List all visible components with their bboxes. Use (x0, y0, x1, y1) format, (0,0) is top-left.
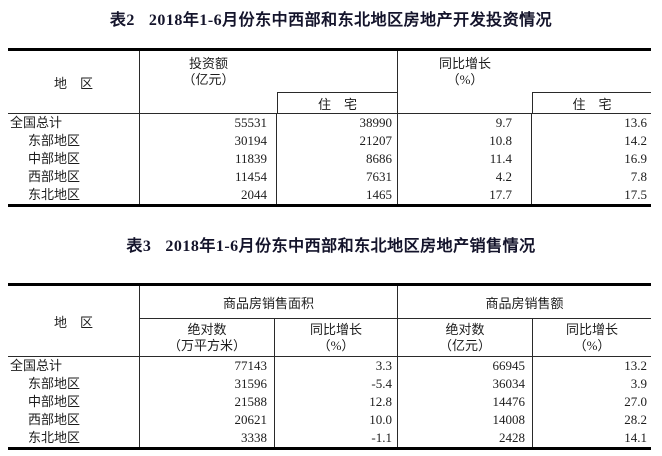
region-cell: 西部地区 (8, 168, 140, 186)
table3-header-area-abs: 绝对数 （万平方米） (140, 319, 275, 356)
table3-sales: 地 区 商品房销售面积 商品房销售额 绝对数 （万平方米） 同比增长 （%） 绝… (8, 283, 651, 450)
value-cell: -1.1 (275, 429, 398, 447)
value-cell: 14.1 (624, 430, 647, 445)
table3-body: 全国总计 77143 3.3 66945 13.2 东部地区 31596 -5.… (8, 357, 651, 447)
table3-title-tag: 表3 (126, 238, 152, 255)
value-cell: 36034 (398, 375, 533, 393)
region-cell: 东部地区 (8, 132, 140, 150)
value-cell: 2428 (398, 429, 533, 447)
value-cell: 11454 (140, 168, 277, 186)
value-cell: 21207 (277, 132, 398, 150)
region-cell: 全国总计 (8, 114, 140, 132)
table2-header-growth-residential: 住 宅 (532, 51, 651, 113)
table3-header-amount-abs: 绝对数 （亿元） (398, 319, 533, 356)
value-cell: 21588 (140, 393, 275, 411)
value-cell: 9.7 (398, 114, 532, 132)
value-cell: 4.2 (398, 168, 532, 186)
value-cell: 38990 (277, 114, 398, 132)
region-cell: 西部地区 (8, 411, 140, 429)
table2-header-invest-residential: 住 宅 (277, 51, 398, 113)
table-row: 东北地区 2044 1465 17.7 17.5 (8, 186, 651, 204)
table2-title-text: 2018年1-6月份东中西部和东北地区房地产开发投资情况 (148, 12, 553, 29)
table2-header: 地 区 投资额 （亿元） 住 宅 同比增长 （%） 住 宅 (8, 51, 651, 114)
table2-header-invest-residential-label: 住 宅 (277, 92, 397, 113)
value-cell: 14.2 (624, 133, 647, 148)
table2-body: 全国总计 55531 38990 9.7 13.6 东部地区 30194 212… (8, 114, 651, 204)
value-cell: 17.7 (398, 186, 532, 204)
value-cell: 13.2 (624, 358, 647, 373)
value-cell: 12.8 (275, 393, 398, 411)
header-spacer (532, 51, 651, 92)
value-cell: 14008 (398, 411, 533, 429)
table3-header: 地 区 商品房销售面积 商品房销售额 绝对数 （万平方米） 同比增长 （%） 绝… (8, 286, 651, 357)
region-cell: 东北地区 (8, 186, 140, 204)
table3-header-amount-group: 商品房销售额 (398, 286, 651, 319)
table3-title-text: 2018年1-6月份东中西部和东北地区房地产销售情况 (165, 238, 536, 255)
value-cell: 30194 (140, 132, 277, 150)
value-cell: 55531 (140, 114, 277, 132)
table3-title: 表3 2018年1-6月份东中西部和东北地区房地产销售情况 (0, 207, 662, 256)
table2-header-growth-residential-label: 住 宅 (532, 92, 651, 113)
table2-investment: 地 区 投资额 （亿元） 住 宅 同比增长 （%） 住 宅 (8, 48, 651, 207)
table3-header-area-growth: 同比增长 （%） (275, 319, 398, 356)
value-cell: 7.8 (630, 169, 647, 184)
table3-header-amount-growth: 同比增长 （%） (565, 321, 618, 353)
table2-header-growth: 同比增长 （%） (398, 51, 532, 113)
value-cell: 31596 (140, 375, 275, 393)
value-cell: 77143 (140, 357, 275, 375)
value-cell: 17.5 (624, 187, 647, 202)
table-row: 东部地区 30194 21207 10.8 14.2 (8, 132, 651, 150)
table2-header-invest-label: 投资额 （亿元） (182, 55, 235, 87)
table2-title-tag: 表2 (109, 12, 135, 29)
value-cell: 14476 (398, 393, 533, 411)
region-cell: 中部地区 (8, 393, 140, 411)
table-row: 西部地区 11454 7631 4.2 7.8 (8, 168, 651, 186)
table-row: 东北地区 3338 -1.1 2428 14.1 (8, 429, 651, 447)
region-cell: 全国总计 (8, 357, 140, 375)
value-cell: -5.4 (275, 375, 398, 393)
value-cell: 13.6 (624, 115, 647, 130)
value-cell: 27.0 (624, 394, 647, 409)
value-cell: 66945 (398, 357, 533, 375)
value-cell: 11.4 (398, 150, 532, 168)
table2-header-region: 地 区 (8, 51, 140, 113)
region-cell: 东部地区 (8, 375, 140, 393)
value-cell: 20621 (140, 411, 275, 429)
table2-header-invest: 投资额 （亿元） (140, 51, 277, 113)
value-cell: 3338 (140, 429, 275, 447)
value-cell: 7631 (277, 168, 398, 186)
value-cell: 11839 (140, 150, 277, 168)
table-row: 中部地区 21588 12.8 14476 27.0 (8, 393, 651, 411)
table-row: 全国总计 55531 38990 9.7 13.6 (8, 114, 651, 132)
table3-header-region: 地 区 (8, 286, 140, 356)
value-cell: 10.0 (275, 411, 398, 429)
value-cell: 8686 (277, 150, 398, 168)
table-row: 东部地区 31596 -5.4 36034 3.9 (8, 375, 651, 393)
value-cell: 3.9 (630, 376, 647, 391)
region-cell: 东北地区 (8, 429, 140, 447)
value-cell: 1465 (277, 186, 398, 204)
table-row: 全国总计 77143 3.3 66945 13.2 (8, 357, 651, 375)
table-row: 西部地区 20621 10.0 14008 28.2 (8, 411, 651, 429)
table-row: 中部地区 11839 8686 11.4 16.9 (8, 150, 651, 168)
table3-header-area-group: 商品房销售面积 (140, 286, 398, 319)
header-spacer (277, 51, 397, 92)
table2-title: 表2 2018年1-6月份东中西部和东北地区房地产开发投资情况 (0, 0, 662, 30)
value-cell: 28.2 (624, 412, 647, 427)
value-cell: 16.9 (624, 151, 647, 166)
region-cell: 中部地区 (8, 150, 140, 168)
value-cell: 3.3 (275, 357, 398, 375)
value-cell: 10.8 (398, 132, 532, 150)
value-cell: 2044 (140, 186, 277, 204)
table2-header-growth-label: 同比增长 （%） (438, 55, 491, 87)
